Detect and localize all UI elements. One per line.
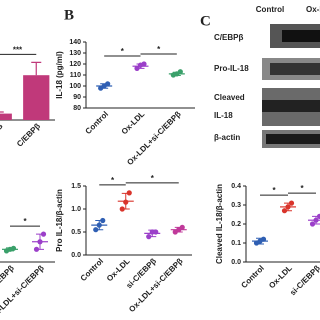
data-point bbox=[37, 239, 43, 245]
data-point bbox=[33, 246, 40, 252]
significance-label: * bbox=[157, 45, 161, 54]
y-tick-label: 100 bbox=[69, 83, 81, 90]
row-label: β-actin bbox=[214, 133, 240, 142]
data-point bbox=[123, 199, 129, 205]
error-bar bbox=[31, 61, 42, 76]
y-tick-label: 120 bbox=[69, 61, 81, 68]
data-point bbox=[281, 208, 288, 214]
significance-label: * bbox=[300, 184, 304, 193]
error-bar bbox=[0, 111, 4, 113]
data-point bbox=[179, 224, 185, 230]
y-tick-label: 1.0 bbox=[71, 206, 81, 213]
y-axis-label: Pro IL-18/β-actin bbox=[55, 189, 64, 252]
x-tick-label: Ox-LDL bbox=[120, 109, 147, 136]
row-label: IL-18 bbox=[214, 111, 233, 120]
x-tick-label: Ox-LDL bbox=[267, 263, 294, 290]
data-point bbox=[285, 204, 291, 210]
bar bbox=[0, 113, 12, 120]
data-point bbox=[119, 206, 125, 212]
x-tick-label: IgG bbox=[0, 122, 5, 138]
data-point bbox=[126, 190, 132, 196]
y-axis-label: Cleaved IL-18/β-actin bbox=[215, 184, 224, 264]
x-tick-label: C/EBPβ bbox=[15, 121, 42, 148]
data-point bbox=[309, 221, 316, 227]
data-point bbox=[153, 229, 159, 235]
data-point bbox=[146, 234, 152, 240]
y-axis-label: IL-18 (pg/ml) bbox=[55, 51, 64, 99]
data-point bbox=[288, 200, 295, 206]
lane-label: Control bbox=[256, 5, 284, 14]
x-tick-label: Control bbox=[84, 110, 110, 136]
y-tick-label: 90 bbox=[73, 94, 81, 101]
data-point bbox=[134, 65, 140, 71]
significance-label: * bbox=[23, 217, 27, 226]
bar bbox=[23, 75, 50, 120]
data-point bbox=[316, 213, 320, 219]
data-point bbox=[96, 222, 102, 228]
row-label: Cleaved bbox=[214, 93, 245, 102]
panel-letter: C bbox=[200, 13, 211, 29]
data-point bbox=[260, 236, 267, 242]
y-tick-label: 0.0 bbox=[71, 252, 81, 259]
y-tick-label: 110 bbox=[70, 72, 81, 79]
y-tick-label: 0.0 bbox=[231, 259, 241, 266]
data-point bbox=[100, 217, 106, 224]
y-tick-label: 0.2 bbox=[231, 221, 241, 228]
x-tick-label: si-C/EBPβ bbox=[288, 263, 320, 297]
y-tick-label: 130 bbox=[69, 50, 81, 57]
x-tick-label: Control bbox=[79, 257, 105, 283]
data-point bbox=[313, 217, 319, 223]
significance-label: * bbox=[272, 186, 276, 195]
y-tick-label: 0.4 bbox=[231, 183, 241, 190]
data-point bbox=[40, 231, 47, 237]
significance-label: * bbox=[121, 47, 125, 56]
data-point bbox=[93, 227, 99, 233]
x-tick-label: Control bbox=[239, 264, 265, 290]
blot-bands bbox=[262, 24, 320, 148]
y-tick-label: 0.5 bbox=[71, 229, 81, 236]
lane-label: Ox-LDL bbox=[306, 5, 320, 14]
y-tick-label: 140 bbox=[69, 39, 81, 46]
row-label: C/EBPβ bbox=[214, 33, 243, 42]
y-tick-label: 0.1 bbox=[231, 240, 241, 247]
significance-label: * bbox=[111, 176, 115, 185]
data-point bbox=[177, 69, 183, 75]
data-point bbox=[105, 81, 111, 87]
significance-label: * bbox=[151, 174, 155, 183]
y-tick-label: 0.3 bbox=[231, 202, 241, 209]
x-tick-label: Ox-LDL+si-C/EBPβ bbox=[127, 256, 185, 314]
y-tick-label: 1.5 bbox=[71, 183, 81, 190]
significance-label: *** bbox=[13, 46, 23, 55]
panel-letter: B bbox=[64, 7, 74, 23]
data-point bbox=[141, 61, 147, 67]
data-point bbox=[10, 245, 17, 251]
row-label: Pro-IL-18 bbox=[214, 64, 249, 73]
y-tick-label: 80 bbox=[73, 105, 81, 112]
